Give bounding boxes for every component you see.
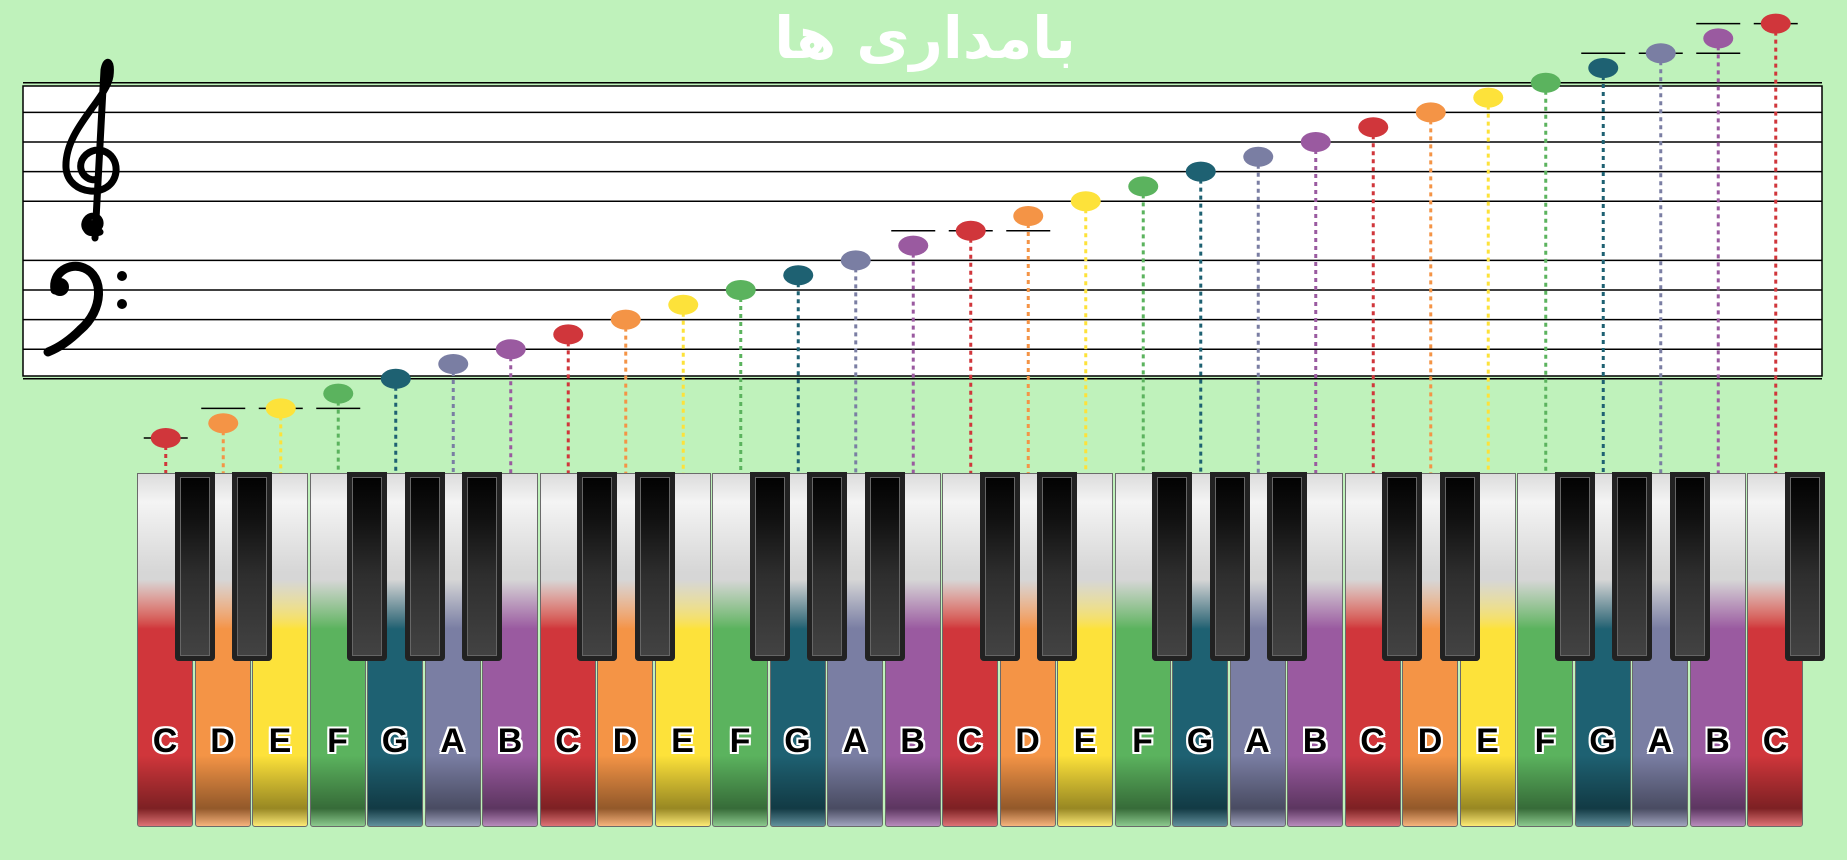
key-label: G (381, 722, 409, 760)
note-B2 (495, 339, 526, 360)
note-C4 (955, 220, 986, 241)
key-label: B (497, 722, 523, 760)
note-G2 (380, 368, 411, 389)
note-E4 (1070, 191, 1101, 212)
black-key-C-sharp[interactable] (174, 472, 215, 661)
key-label: G (1589, 722, 1616, 760)
black-key-C-sharp[interactable] (1382, 472, 1422, 661)
black-key-G-sharp[interactable] (1612, 472, 1652, 661)
key-label: B (1302, 722, 1328, 760)
key-label: E (268, 722, 292, 760)
note-D3 (610, 309, 641, 330)
key-label: E (671, 722, 694, 760)
black-key-A-sharp[interactable] (1669, 472, 1710, 661)
note-D2 (208, 413, 239, 434)
key-label: D (612, 722, 638, 760)
key-label: D (1417, 722, 1443, 760)
logo: بامداری ها (774, 4, 1076, 72)
note-F4 (1128, 176, 1159, 197)
note-B3 (898, 235, 929, 256)
black-key-C-sharp[interactable] (979, 472, 1020, 661)
note-E5 (1473, 87, 1504, 108)
key-label: F (327, 722, 348, 760)
key-label: B (1705, 722, 1730, 760)
key-label: G (784, 722, 811, 760)
note-A5 (1645, 43, 1676, 64)
note-G5 (1588, 58, 1619, 78)
key-label: F (729, 722, 751, 760)
black-key-D-sharp[interactable] (1037, 472, 1077, 661)
key-label: C (957, 722, 983, 760)
black-key-F-sharp[interactable] (1152, 472, 1192, 661)
note-C3 (553, 324, 584, 345)
note-C5 (1358, 117, 1389, 138)
key-label: E (1073, 722, 1097, 760)
key-label: B (900, 722, 925, 760)
note-F5 (1530, 72, 1561, 93)
key-label: C (555, 722, 580, 760)
key-label: A (1647, 722, 1673, 760)
bass-clef-icon (43, 261, 127, 357)
key-label: F (1132, 722, 1153, 760)
note-C6 (1760, 13, 1791, 34)
note-E2 (265, 398, 296, 419)
black-key-D-sharp[interactable] (634, 472, 675, 661)
key-label: C (152, 722, 178, 760)
note-B4 (1300, 132, 1331, 152)
black-key-D-sharp[interactable] (1439, 472, 1480, 661)
key-label: F (1534, 722, 1556, 760)
note-A4 (1243, 146, 1274, 167)
black-key-C-sharp[interactable] (577, 472, 617, 661)
note-F2 (323, 383, 354, 404)
black-key-C-sharp[interactable] (1784, 472, 1825, 661)
black-key-A-sharp[interactable] (462, 472, 502, 661)
key-label: C (1762, 722, 1788, 760)
black-key-F-sharp[interactable] (749, 472, 790, 661)
key-label: A (440, 722, 465, 760)
black-key-A-sharp[interactable] (864, 472, 905, 661)
note-E3 (668, 294, 699, 315)
black-key-D-sharp[interactable] (232, 472, 272, 661)
note-C2 (150, 428, 181, 448)
key-label: D (1015, 722, 1040, 760)
key-label: G (1186, 722, 1214, 760)
note-D4 (1013, 206, 1044, 226)
black-key-G-sharp[interactable] (807, 472, 847, 661)
note-G3 (783, 265, 814, 286)
black-key-F-sharp[interactable] (1554, 472, 1595, 661)
note-B5 (1703, 28, 1734, 49)
black-key-F-sharp[interactable] (347, 472, 387, 661)
note-F3 (725, 280, 756, 300)
black-key-G-sharp[interactable] (404, 472, 445, 661)
note-A2 (438, 354, 469, 374)
note-D5 (1415, 102, 1446, 123)
key-label: E (1476, 722, 1499, 760)
note-G4 (1185, 161, 1216, 182)
key-label: A (842, 722, 868, 760)
key-label: C (1360, 722, 1385, 760)
black-key-A-sharp[interactable] (1267, 472, 1307, 661)
key-label: A (1245, 722, 1270, 760)
black-key-G-sharp[interactable] (1209, 472, 1250, 661)
key-label: D (210, 722, 235, 760)
note-A3 (840, 250, 871, 271)
treble-clef-icon (62, 58, 120, 242)
